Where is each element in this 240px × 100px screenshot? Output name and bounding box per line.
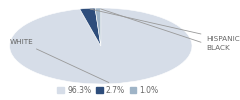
Legend: 96.3%, 2.7%, 1.0%: 96.3%, 2.7%, 1.0% bbox=[56, 84, 160, 96]
Wedge shape bbox=[10, 8, 192, 84]
Wedge shape bbox=[80, 8, 101, 46]
Text: HISPANIC: HISPANIC bbox=[90, 9, 240, 42]
Wedge shape bbox=[95, 8, 101, 46]
Text: BLACK: BLACK bbox=[101, 9, 230, 51]
Text: WHITE: WHITE bbox=[10, 39, 109, 83]
